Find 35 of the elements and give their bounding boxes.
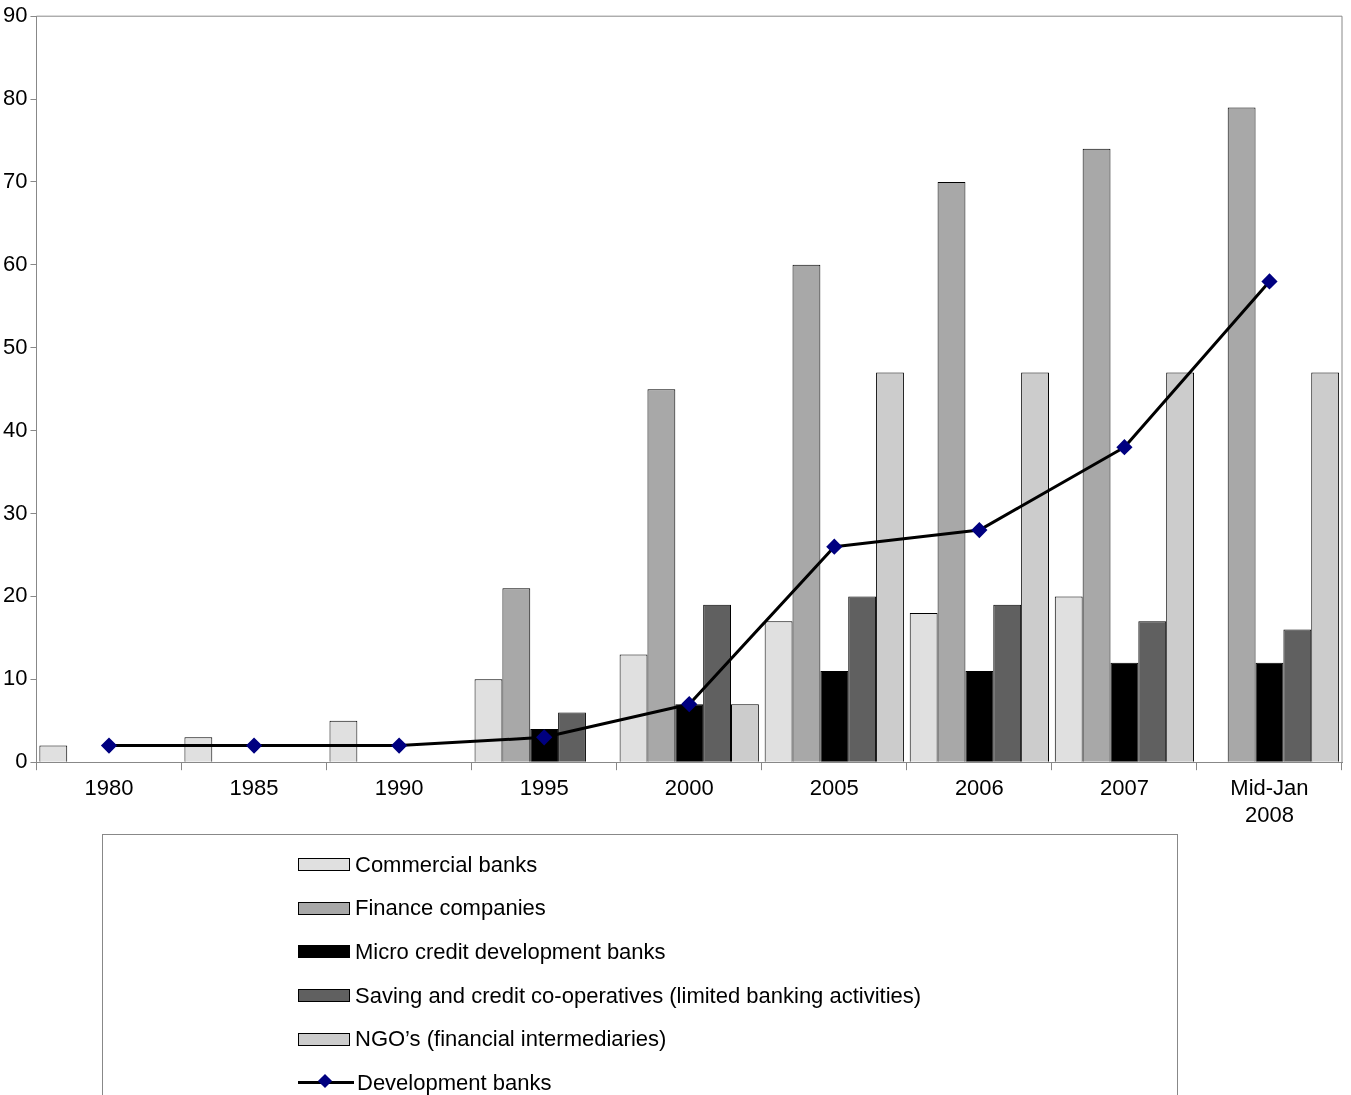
point (826, 539, 842, 555)
x-tick-label: Mid-Jan 2008 (1230, 775, 1309, 827)
x-tick-label: 1990 (374, 775, 424, 801)
y-tick-label: 30 (2, 499, 28, 525)
point (246, 738, 262, 754)
y-tick-label: 40 (2, 416, 28, 442)
legend-label: Finance companies (355, 895, 546, 922)
y-tick-label: 80 (2, 85, 28, 111)
point (101, 738, 117, 754)
legend-label: Development banks (357, 1069, 552, 1095)
x-tick-label: 2005 (809, 775, 859, 801)
x-tick-label: 2000 (664, 775, 714, 801)
bar (1255, 662, 1284, 762)
point (1261, 273, 1277, 289)
x-tick-label: 1985 (229, 775, 279, 801)
point (391, 738, 407, 754)
legend-label: Saving and credit co-operatives (limited banking activities) (355, 982, 922, 1009)
y-tick-label: 20 (2, 582, 28, 608)
x-tick-label: 1980 (84, 775, 134, 801)
x-tick-label: 1995 (519, 775, 569, 801)
y-tick-label: 10 (2, 665, 28, 691)
x-tick-label: 2006 (954, 775, 1004, 801)
legend-label: NGO’s (financial intermediaries) (355, 1026, 667, 1053)
legend-label: Commercial banks (355, 851, 538, 878)
point (536, 729, 552, 745)
y-tick-label: 0 (15, 748, 28, 774)
y-tick-label: 90 (2, 2, 28, 28)
y-tick-label: 70 (2, 168, 28, 194)
point (681, 696, 697, 712)
y-tick-label: 50 (2, 333, 28, 359)
point (1116, 439, 1132, 455)
point (971, 522, 987, 538)
x-tick-label: 2007 (1099, 775, 1149, 801)
y-tick-label: 60 (2, 250, 28, 276)
legend-label: Micro credit development banks (355, 938, 666, 965)
